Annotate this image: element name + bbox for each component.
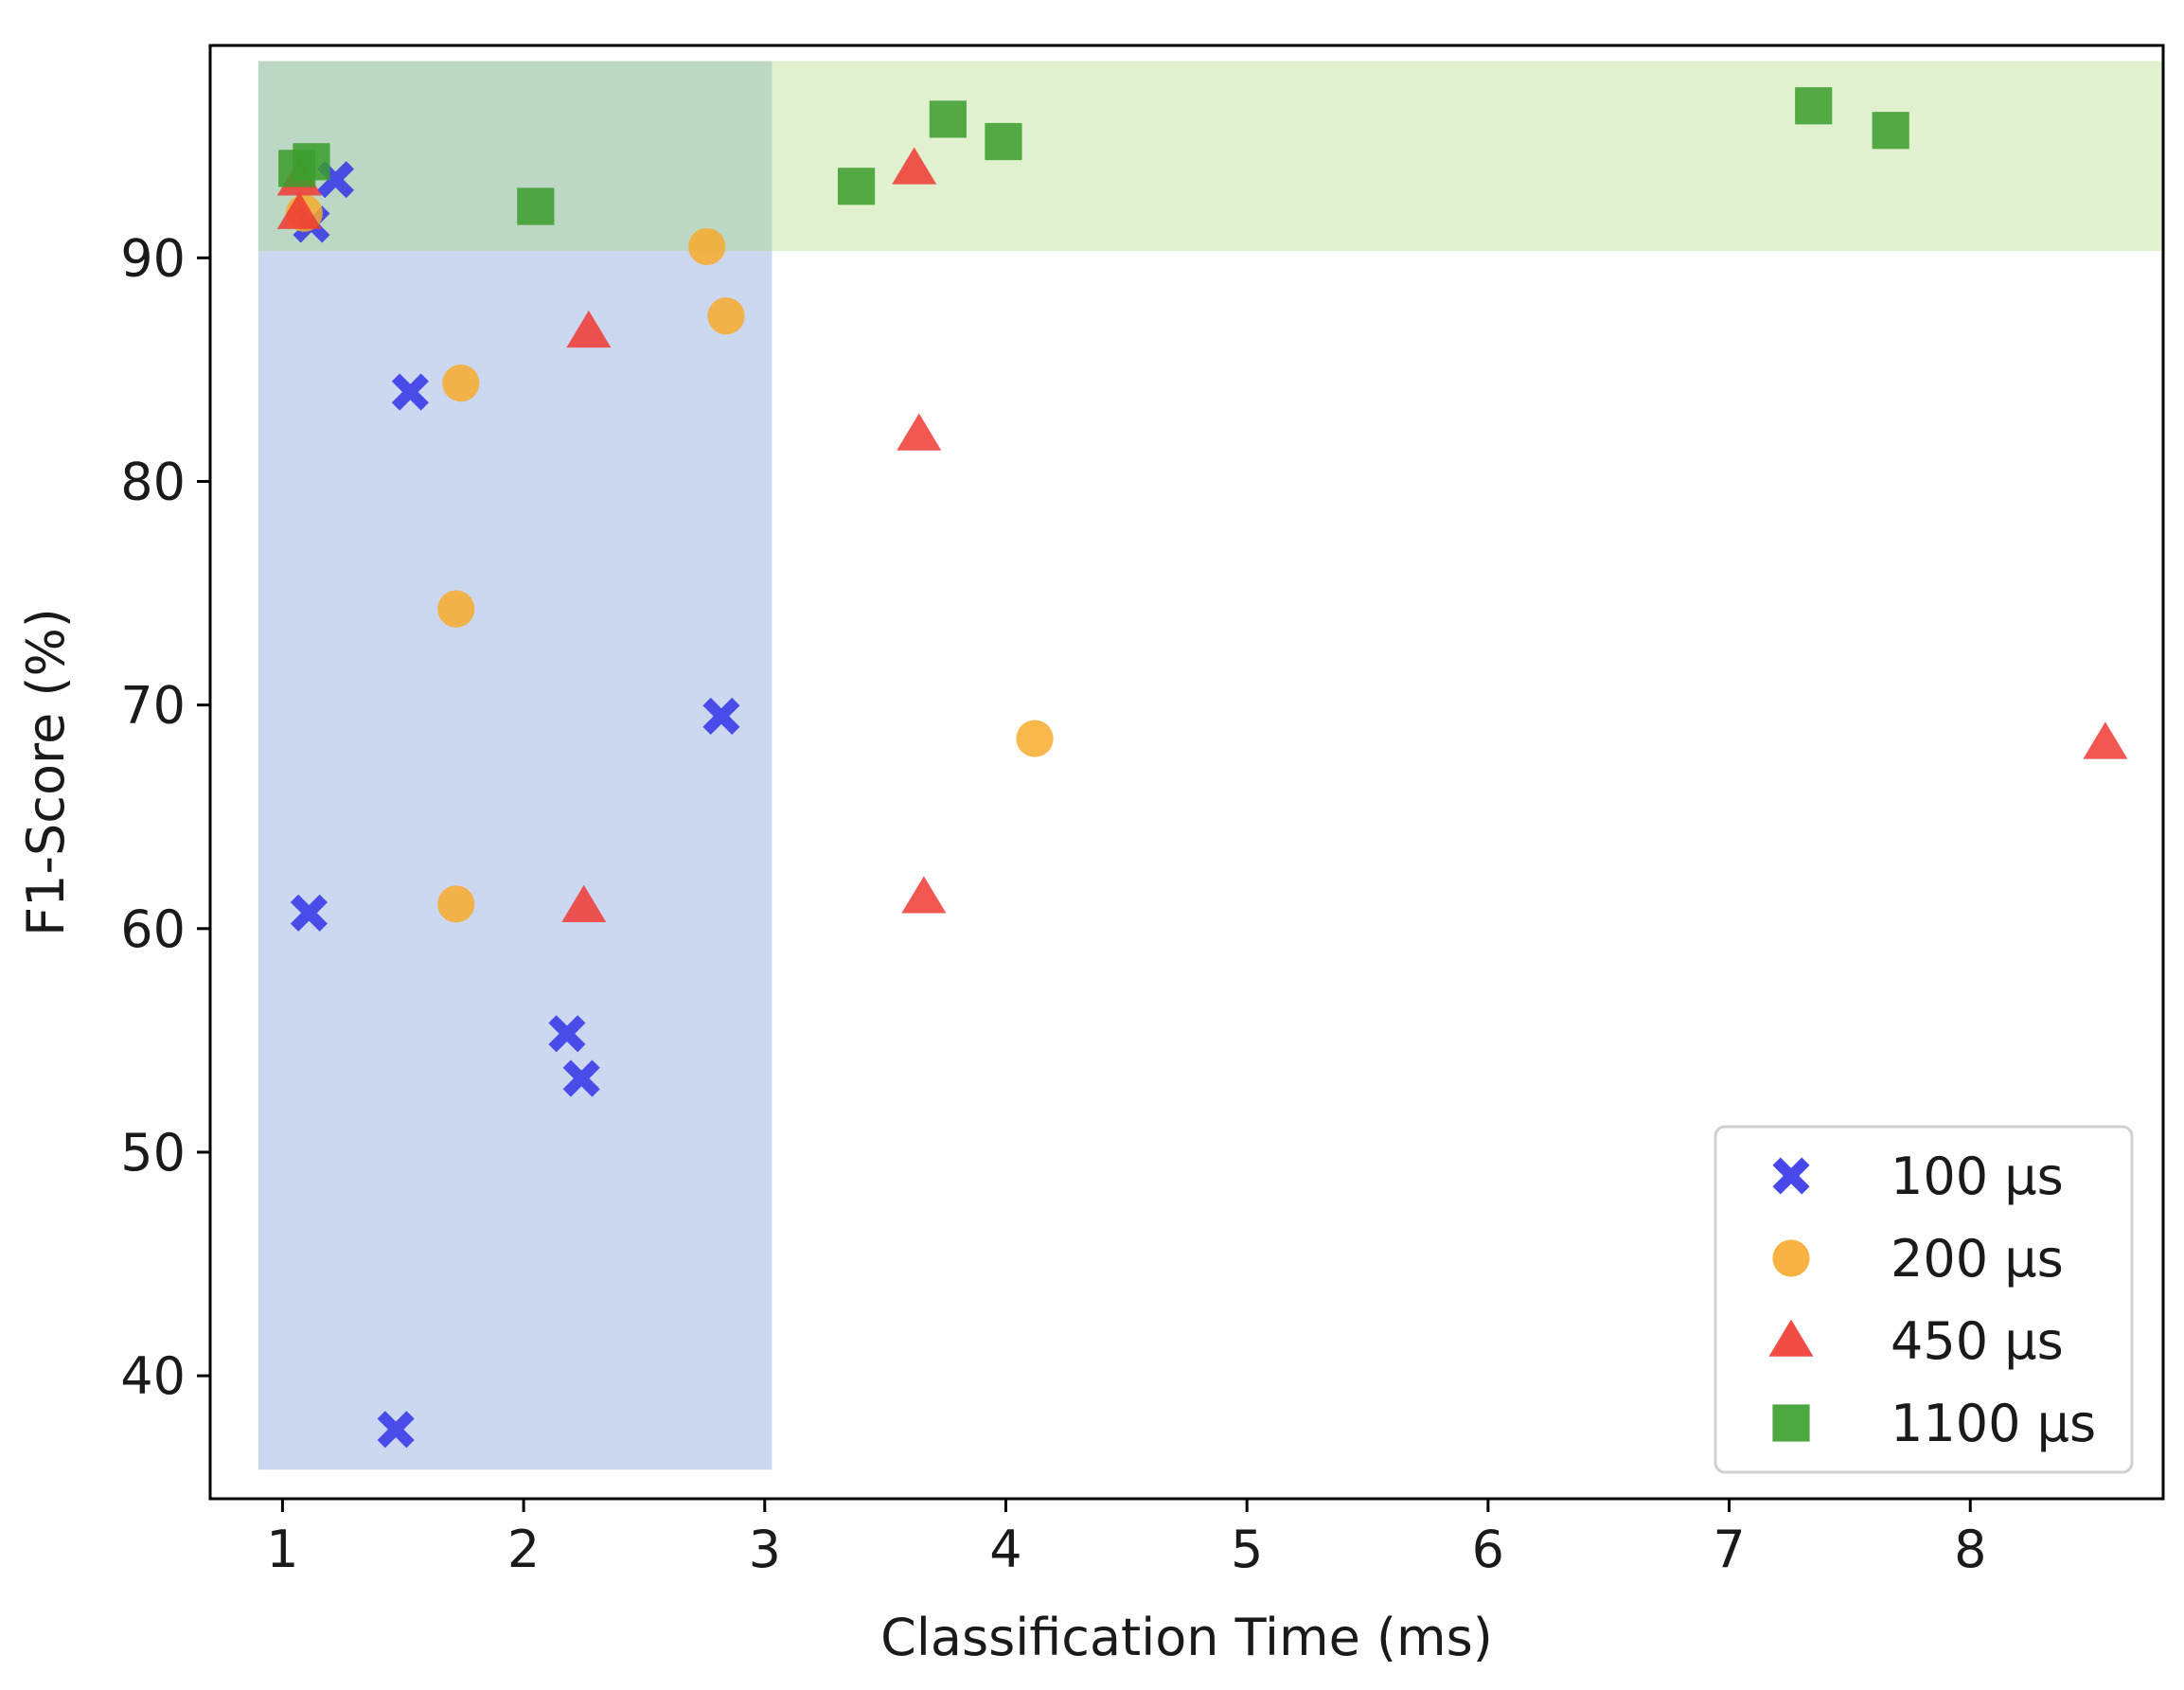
point-square-5 (985, 122, 1022, 161)
legend-item: 1100 µs (1772, 1394, 2096, 1453)
point-square-2 (517, 187, 555, 225)
y-tick-label: 40 (120, 1346, 186, 1406)
legend-label: 450 µs (1891, 1311, 2064, 1371)
overlap-region (257, 61, 772, 252)
legend-item: 200 µs (1772, 1229, 2064, 1289)
legend-marker-x (1772, 1157, 1810, 1195)
point-triangle-7 (901, 876, 947, 914)
point-triangle-4 (897, 413, 942, 451)
x-axis-label: Classification Time (ms) (880, 1608, 1493, 1667)
x-axis: 1 2 3 4 5 6 7 8 (266, 1499, 1986, 1579)
y-tick-label: 80 (120, 453, 186, 512)
point-square-6 (1795, 87, 1833, 125)
point-square-3 (837, 168, 876, 205)
legend-marker-triangle (1768, 1319, 1814, 1357)
y-axis-label: F1-Score (%) (16, 608, 76, 936)
point-circle-3 (442, 364, 480, 402)
data-points (276, 87, 2128, 1449)
point-square-7 (1872, 112, 1909, 150)
legend-box (1713, 1125, 2134, 1474)
point-x-4 (290, 894, 328, 932)
point-x-2 (391, 373, 429, 411)
legend-item: 450 µs (1768, 1311, 2064, 1371)
point-x-5 (548, 1015, 586, 1053)
point-circle-2 (707, 297, 745, 335)
x-tick-label: 4 (989, 1520, 1021, 1579)
point-triangle-6 (561, 884, 607, 922)
x-tick-label: 3 (749, 1520, 781, 1579)
shaded-regions (257, 61, 2164, 1470)
x-tick-label: 2 (507, 1520, 540, 1579)
legend-label: 200 µs (1891, 1229, 2064, 1289)
x-tick-label: 8 (1954, 1520, 1986, 1579)
point-x-6 (562, 1059, 600, 1097)
legend-marker-circle (1772, 1239, 1810, 1277)
y-tick-label: 70 (120, 676, 186, 736)
legend-label: 100 µs (1891, 1147, 2064, 1206)
point-square-4 (929, 100, 967, 138)
point-circle-4 (437, 590, 475, 628)
y-axis: 40 50 60 70 80 90 (120, 228, 210, 1406)
legend-item: 100 µs (1772, 1147, 2064, 1206)
low-time-region (257, 61, 772, 1470)
point-x-3 (702, 697, 740, 736)
point-triangle-1 (276, 191, 322, 229)
point-triangle-5 (2083, 721, 2128, 759)
x-tick-label: 1 (266, 1520, 298, 1579)
legend-label: 1100 µs (1891, 1394, 2096, 1453)
x-tick-label: 6 (1472, 1520, 1504, 1579)
y-tick-label: 50 (120, 1123, 186, 1183)
point-circle-6 (437, 885, 475, 923)
y-tick-label: 60 (120, 899, 186, 959)
point-circle-1 (688, 227, 726, 266)
x-tick-label: 7 (1713, 1520, 1745, 1579)
point-triangle-2 (892, 147, 937, 185)
y-tick-label: 90 (120, 228, 186, 288)
point-x-7 (377, 1411, 415, 1449)
point-circle-5 (1016, 720, 1054, 757)
legend-marker-square (1772, 1404, 1810, 1442)
legend: 100 µs 200 µs 450 µs 1100 µs (1713, 1125, 2134, 1474)
plot-frame (208, 44, 2165, 1501)
point-triangle-3 (566, 310, 612, 348)
point-square-1 (293, 143, 330, 181)
x-tick-label: 5 (1231, 1520, 1263, 1579)
